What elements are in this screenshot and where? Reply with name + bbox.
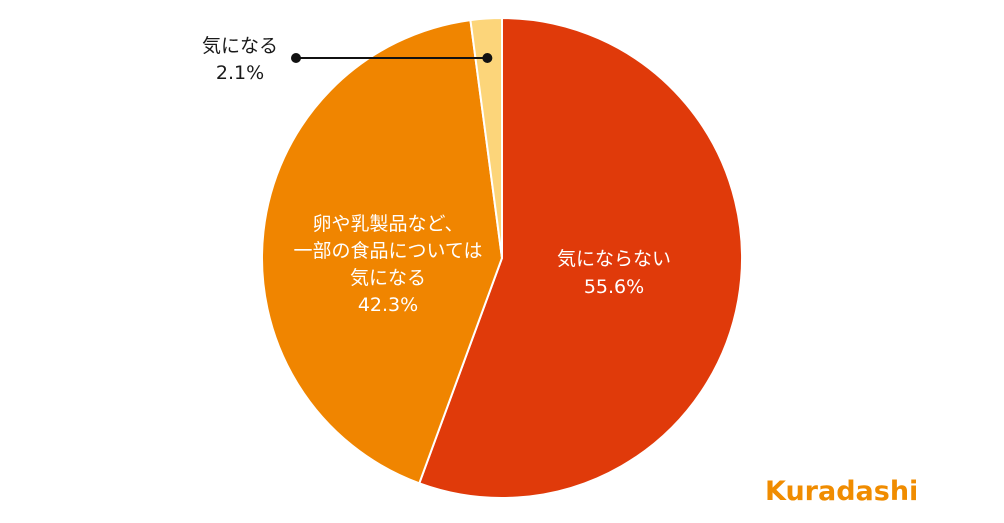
leader-dot-2 <box>482 53 493 63</box>
slice-3-label-line-1: 気になる <box>202 35 278 57</box>
slice-1-value-label: 55.6% <box>584 276 644 298</box>
slice-2-label-line-2: 一部の食品については <box>293 240 482 262</box>
pie-slice-1 <box>418 16 743 499</box>
leader-dot-1 <box>291 53 301 63</box>
slice-1-label-line-1: 気にならない <box>557 248 671 270</box>
slice-2-label-line-1: 卵や乳製品など、 <box>312 213 463 235</box>
slice-3-value-label: 2.1% <box>216 62 264 84</box>
pie-slice-3 <box>469 16 503 259</box>
pie-slice-2 <box>261 18 504 485</box>
slice-2-label-line-3: 気になる <box>350 267 426 289</box>
slice-2-value-label: 42.3% <box>358 294 418 316</box>
kuradashi-logo: Kuradashi <box>765 476 919 507</box>
